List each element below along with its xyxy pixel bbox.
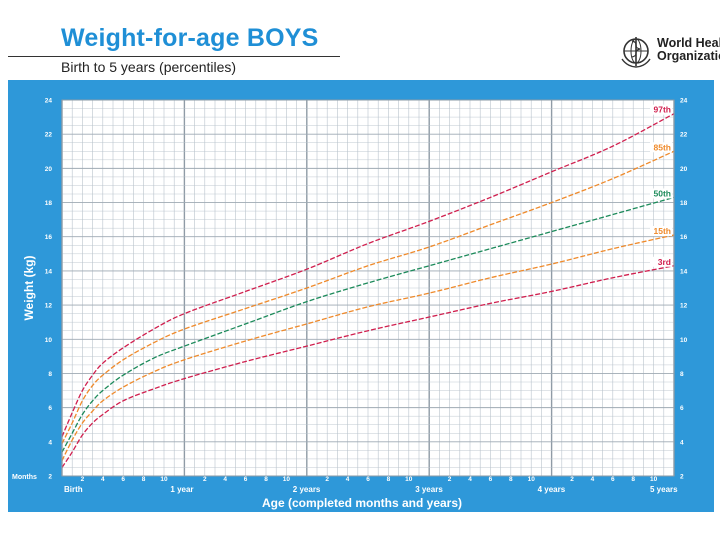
x-month-tick-label: 6: [489, 476, 493, 483]
x-month-tick-label: 8: [264, 476, 268, 483]
percentile-label-bg: [650, 256, 672, 267]
y-tick-label-left: 12: [45, 303, 53, 310]
percentile-line-50th: [61, 196, 675, 453]
x-year-tick-label: 1 year: [170, 485, 193, 494]
x-month-tick-label: 4: [223, 476, 227, 483]
y-tick-label-right: 8: [680, 371, 684, 378]
x-month-tick-label: 8: [387, 476, 391, 483]
y-tick-label-left: 14: [45, 268, 53, 275]
x-unit-label: Months: [12, 474, 37, 481]
x-year-tick-label: 5 years: [650, 485, 678, 494]
y-tick-label-left: 20: [45, 166, 53, 173]
title-divider: [8, 56, 340, 57]
x-month-tick-label: 10: [160, 476, 168, 483]
y-tick-label-right: 24: [680, 98, 688, 105]
percentile-label-85th: 85th: [654, 142, 671, 152]
y-tick-label-right: 20: [680, 166, 688, 173]
who-logo: World Health Organization: [618, 35, 720, 69]
chart-subtitle: Birth to 5 years (percentiles): [61, 59, 237, 75]
percentile-label-bg: [650, 226, 672, 237]
percentile-line-97th: [61, 113, 675, 437]
y-axis-label: Weight (kg): [22, 255, 36, 320]
y-tick-label-right: 14: [680, 268, 688, 275]
percentile-line-85th: [61, 150, 675, 444]
x-month-tick-label: 10: [650, 476, 658, 483]
series-layer: [61, 113, 675, 468]
logo-line-2: Organization: [657, 49, 720, 63]
y-tick-label-right: 12: [680, 303, 688, 310]
x-month-tick-label: 10: [405, 476, 413, 483]
y-tick-label-left: 6: [48, 405, 52, 412]
x-year-tick-label: 2 years: [293, 485, 321, 494]
x-month-tick-label: 4: [346, 476, 350, 483]
x-month-tick-label: 8: [142, 476, 146, 483]
percentile-label-50th: 50th: [654, 188, 671, 198]
x-year-tick-label: 4 years: [538, 485, 566, 494]
percentile-label-bg: [650, 104, 672, 115]
x-month-tick-label: 8: [631, 476, 635, 483]
logo-line-1: World Health: [657, 36, 720, 50]
percentile-label-bg: [650, 188, 672, 199]
y-tick-label-right: 22: [680, 132, 688, 139]
x-month-tick-label: 6: [611, 476, 615, 483]
plot-frame: [61, 99, 675, 477]
y-tick-label-right: 4: [680, 439, 684, 446]
x-month-tick-label: 4: [101, 476, 105, 483]
percentile-label-3rd: 3rd: [658, 257, 671, 267]
percentile-line-3rd: [61, 265, 675, 468]
y-tick-label-left: 8: [48, 371, 52, 378]
x-month-tick-label: 2: [570, 476, 574, 483]
y-tick-label-left: 22: [45, 132, 53, 139]
x-month-tick-label: 2: [81, 476, 85, 483]
percentile-label-15th: 15th: [654, 226, 671, 236]
percentile-label-bg: [650, 142, 672, 153]
x-month-tick-label: 6: [121, 476, 125, 483]
x-year-tick-label: 3 years: [415, 485, 443, 494]
y-tick-label-left: 24: [45, 98, 53, 105]
x-axis-label: Age (completed months and years): [262, 496, 462, 510]
x-month-tick-label: 4: [591, 476, 595, 483]
y-tick-label-left: 18: [45, 200, 53, 207]
grid-layer: [61, 99, 675, 477]
percentile-label-97th: 97th: [654, 105, 671, 115]
y-tick-label-right: 16: [680, 234, 688, 241]
x-month-tick-label: 8: [509, 476, 513, 483]
x-year-tick-label: Birth: [64, 485, 83, 494]
y-tick-label-left: 16: [45, 234, 53, 241]
x-month-tick-label: 10: [283, 476, 291, 483]
percentile-line-15th: [61, 234, 675, 461]
y-tick-label-left: 2: [48, 474, 52, 481]
y-tick-label-right: 2: [680, 474, 684, 481]
x-month-tick-label: 2: [448, 476, 452, 483]
y-tick-label-right: 18: [680, 200, 688, 207]
y-tick-label-right: 10: [680, 337, 688, 344]
x-month-tick-label: 6: [366, 476, 370, 483]
who-logo-text: World Health Organization: [657, 37, 720, 63]
x-month-tick-label: 2: [325, 476, 329, 483]
y-tick-label-right: 6: [680, 405, 684, 412]
chart-title: Weight-for-age BOYS: [61, 24, 319, 52]
x-month-tick-label: 2: [203, 476, 207, 483]
x-month-tick-label: 6: [244, 476, 248, 483]
x-month-tick-label: 10: [528, 476, 536, 483]
y-tick-label-left: 4: [48, 439, 52, 446]
y-tick-label-left: 10: [45, 337, 53, 344]
x-month-tick-label: 4: [468, 476, 472, 483]
who-emblem-icon: [621, 37, 651, 68]
